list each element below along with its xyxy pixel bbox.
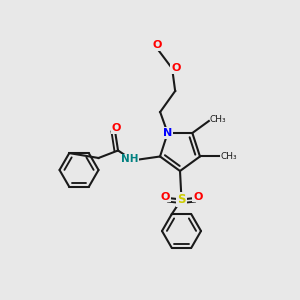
Text: O: O [112,123,121,133]
Text: NH: NH [121,154,138,164]
Text: CH₃: CH₃ [220,152,237,161]
Text: O: O [152,40,162,50]
Text: O: O [160,191,170,202]
Text: O: O [193,191,203,202]
Text: N: N [163,128,172,138]
Text: O: O [171,63,180,73]
Text: S: S [177,193,186,206]
Text: CH₃: CH₃ [210,115,226,124]
